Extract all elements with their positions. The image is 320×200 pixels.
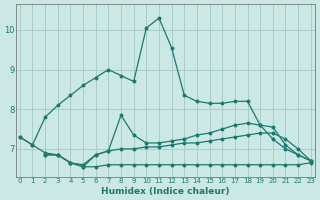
- X-axis label: Humidex (Indice chaleur): Humidex (Indice chaleur): [101, 187, 229, 196]
